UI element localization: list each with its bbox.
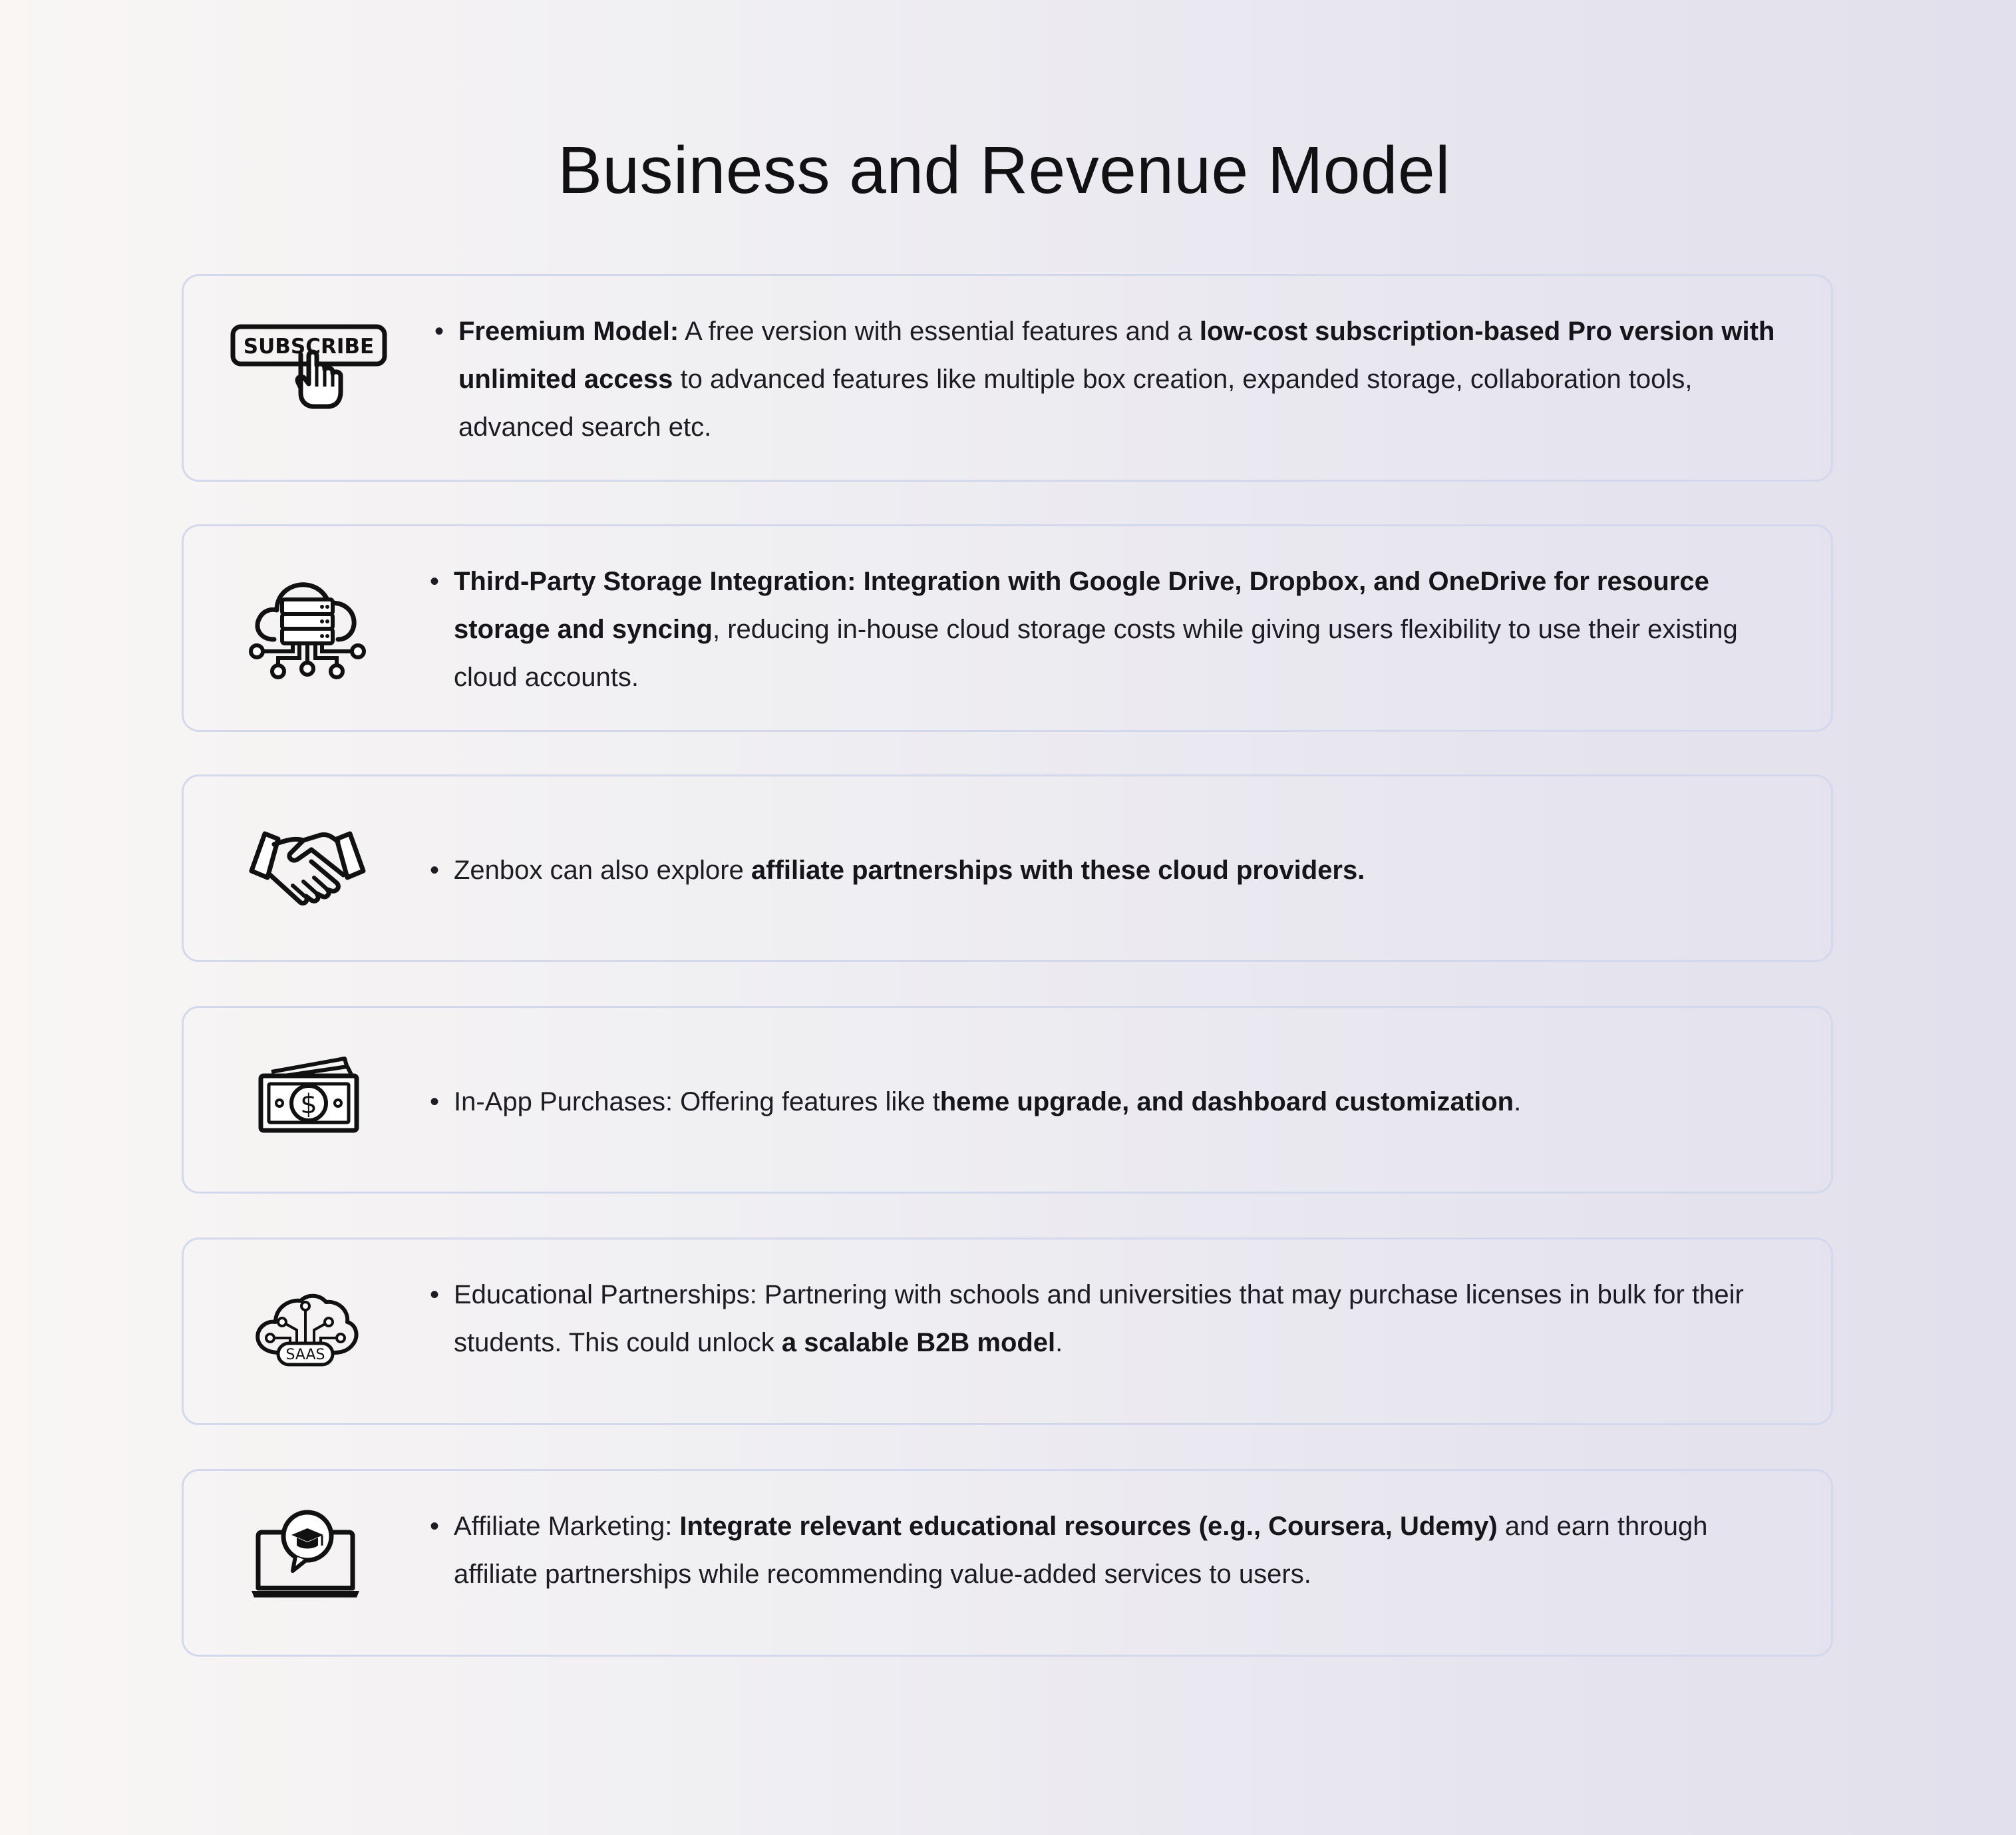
bullet: • xyxy=(430,1087,440,1116)
text: , reducing in-house cloud storage costs … xyxy=(454,615,1738,692)
text: . xyxy=(1055,1328,1063,1357)
card-text: • Zenbox can also explore affiliate part… xyxy=(430,846,1791,894)
text: . xyxy=(1514,1087,1522,1116)
subscribe-button-icon: SUBSCRIBE xyxy=(229,315,389,415)
saas-cloud-icon: SAAS xyxy=(250,1286,361,1373)
text-bold: Integrate relevant educational resources… xyxy=(679,1512,1498,1541)
card-educational-partnerships: SAAS • Educational Partnerships: Partner… xyxy=(182,1238,1833,1425)
cloud-storage-icon xyxy=(248,569,367,689)
card-freemium-model: SUBSCRIBE • Freemium Model: A free versi… xyxy=(182,274,1833,482)
page-title: Business and Revenue Model xyxy=(558,133,1450,208)
text-bold: Third-Party Storage Integration: Integra… xyxy=(454,567,1709,644)
bullet: • xyxy=(430,1512,440,1541)
text: Zenbox can also explore xyxy=(454,856,751,885)
svg-text:$: $ xyxy=(300,1089,317,1120)
card-text: • Freemium Model: A free version with es… xyxy=(434,307,1791,451)
text-bold: low-cost subscription-based Pro version … xyxy=(458,317,1775,394)
text-bold: affiliate partnerships with these cloud … xyxy=(751,856,1365,885)
text: Educational Partnerships: Partnering wit… xyxy=(454,1280,1744,1357)
bullet: • xyxy=(430,567,440,596)
text: Affiliate Marketing: xyxy=(454,1512,680,1541)
svg-text:SAAS: SAAS xyxy=(285,1347,325,1363)
card-text: • Educational Partnerships: Partnering w… xyxy=(430,1271,1791,1367)
bullet: • xyxy=(430,856,440,885)
online-education-laptop-icon xyxy=(249,1508,362,1608)
card-affiliate-marketing: • Affiliate Marketing: Integrate relevan… xyxy=(182,1469,1833,1657)
card-affiliate-partnerships: • Zenbox can also explore affiliate part… xyxy=(182,774,1833,962)
card-in-app-purchases: $ • In-App Purchases: Offering features … xyxy=(182,1006,1833,1194)
bullet: • xyxy=(434,317,444,346)
text-bold: a scalable B2B model xyxy=(781,1328,1056,1357)
card-text: • In-App Purchases: Offering features li… xyxy=(430,1078,1791,1126)
text: and earn through affiliate partnerships … xyxy=(454,1512,1708,1589)
text-bold: heme upgrade, and dashboard customizatio… xyxy=(939,1087,1514,1116)
money-bill-icon: $ xyxy=(257,1053,361,1140)
text: A free version with essential features a… xyxy=(679,317,1200,346)
handshake-icon xyxy=(248,823,367,910)
card-text: • Third-Party Storage Integration: Integ… xyxy=(430,558,1791,701)
card-storage-integration: • Third-Party Storage Integration: Integ… xyxy=(182,524,1833,732)
card-text: • Affiliate Marketing: Integrate relevan… xyxy=(430,1502,1791,1598)
bullet: • xyxy=(430,1280,440,1309)
text: to advanced features like multiple box c… xyxy=(458,365,1693,442)
text: In-App Purchases: Offering features like… xyxy=(454,1087,940,1116)
text-bold: Freemium Model: xyxy=(458,317,679,346)
